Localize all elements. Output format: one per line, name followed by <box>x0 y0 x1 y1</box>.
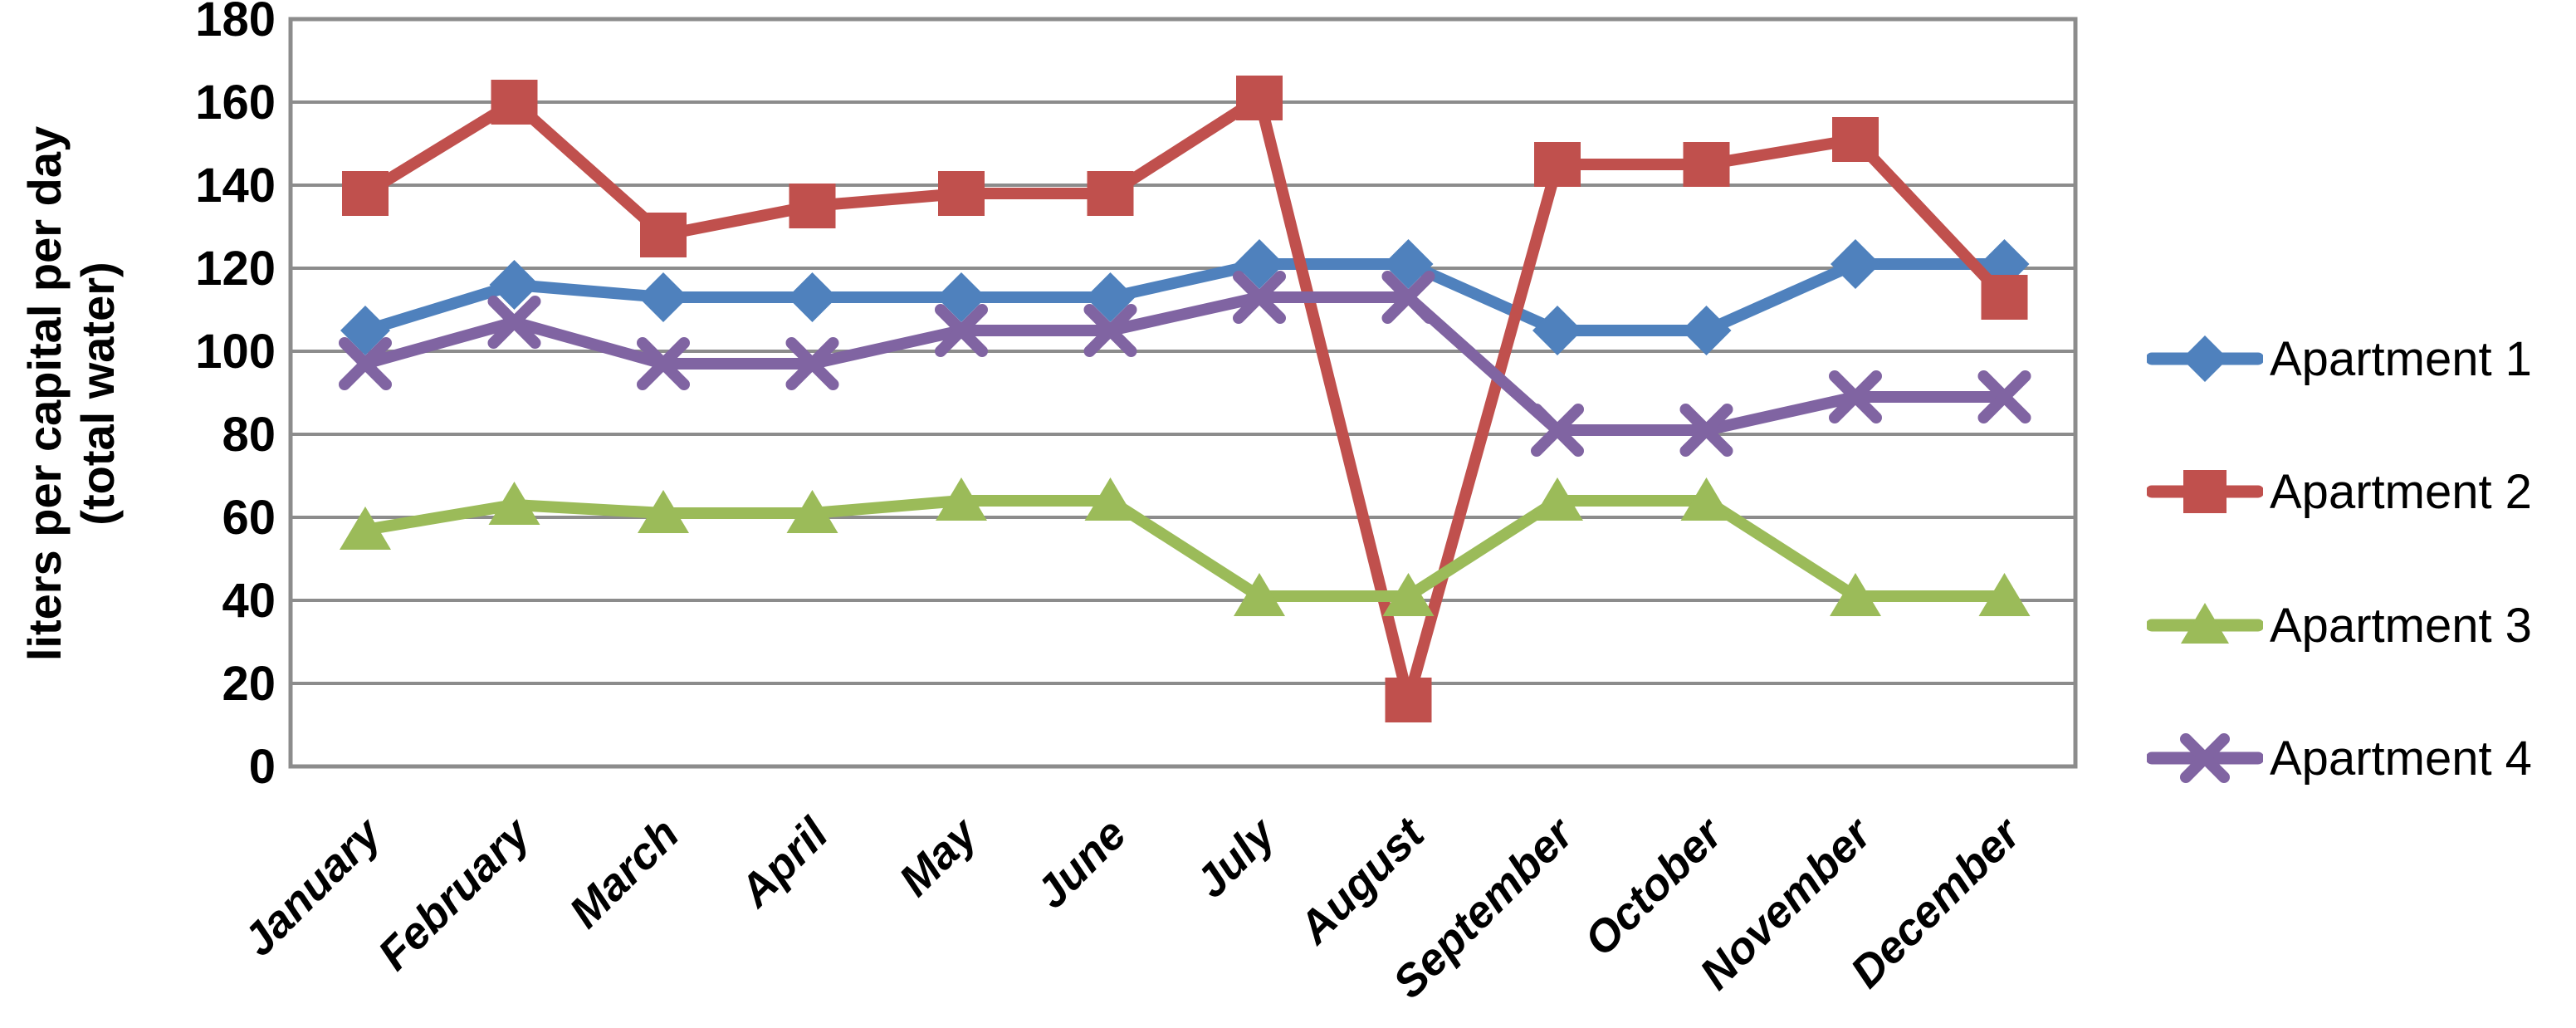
x-tick-label: August <box>1288 808 1435 955</box>
data-point-marker-diamond <box>787 272 838 322</box>
series-line-apartment-2 <box>359 92 2011 706</box>
data-point-marker-square <box>640 213 687 257</box>
legend-marker-shape <box>2181 603 2229 644</box>
legend-label: Apartment 2 <box>2270 464 2532 519</box>
plot-border <box>288 17 2078 769</box>
y-axis-title-line2: (total water) <box>71 262 124 526</box>
legend-label: Apartment 1 <box>2270 331 2532 386</box>
data-point-marker-diamond <box>489 260 540 310</box>
x-tick-label: January <box>234 807 393 966</box>
data-point-marker-triangle <box>1680 477 1733 521</box>
y-tick-label: 0 <box>249 740 276 794</box>
data-point-marker-triangle <box>638 490 689 533</box>
legend-marker-square-icon <box>2147 470 2263 513</box>
x-tick-label: February <box>369 807 541 980</box>
legend-marker-x-icon <box>2147 733 2263 783</box>
x-tick-label: April <box>729 808 838 918</box>
data-point-marker-x <box>339 337 392 390</box>
data-point-marker-triangle <box>1234 573 1285 616</box>
legend-marker-triangle-icon <box>2147 603 2263 644</box>
legend-marker-shape <box>2180 733 2230 783</box>
data-point-marker-triangle <box>1830 573 1881 616</box>
x-tick-label: July <box>1186 807 1287 908</box>
data-point-marker-x <box>935 304 988 357</box>
data-point-marker-square <box>1534 142 1581 187</box>
data-point-marker-x <box>1679 404 1733 457</box>
series-line-apartment-1 <box>359 258 2011 336</box>
data-point-marker-diamond <box>936 272 986 322</box>
data-point-marker-triangle <box>1532 477 1583 521</box>
data-point-marker-diamond <box>1234 239 1284 289</box>
x-tick-label: October <box>1575 807 1733 966</box>
data-point-marker-x <box>1977 370 2031 423</box>
data-point-marker-square <box>789 184 836 228</box>
y-tick-label: 40 <box>222 574 276 628</box>
legend-marker-shape <box>2182 335 2228 382</box>
series-line-apartment-3 <box>359 495 2011 602</box>
y-tick-label: 160 <box>195 76 276 130</box>
y-axis-title-line1: liters per capital per day <box>18 125 71 662</box>
data-point-marker-square <box>1087 171 1134 216</box>
data-point-marker-square <box>1385 678 1432 722</box>
data-point-marker-diamond <box>1383 239 1434 289</box>
data-point-marker-x <box>1829 370 1882 423</box>
data-point-marker-diamond <box>1085 272 1136 322</box>
data-point-marker-square <box>1236 76 1283 120</box>
x-tick-label: June <box>1026 809 1136 918</box>
data-point-marker-triangle <box>1382 573 1435 616</box>
y-tick-label: 100 <box>195 325 276 379</box>
data-point-marker-square <box>491 80 538 125</box>
data-point-marker-square <box>1832 117 1879 162</box>
data-point-marker-x <box>1381 271 1435 324</box>
legend-item-apartment-4: Apartment 4 <box>2147 728 2532 788</box>
y-tick-label: 180 <box>195 0 276 47</box>
data-point-marker-square <box>1683 142 1730 187</box>
data-point-marker-triangle <box>488 482 540 525</box>
data-point-marker-square <box>342 171 389 216</box>
data-point-marker-x <box>785 337 839 390</box>
data-point-marker-x <box>1233 271 1286 324</box>
y-tick-label: 140 <box>195 159 276 213</box>
x-tick-label: May <box>890 807 989 906</box>
data-point-marker-diamond <box>1681 306 1732 355</box>
x-tick-label: March <box>560 809 689 937</box>
data-point-marker-diamond <box>340 306 390 355</box>
legend-item-apartment-2: Apartment 2 <box>2147 462 2532 521</box>
legend-marker-diamond-icon <box>2147 335 2263 382</box>
data-point-marker-diamond <box>1532 306 1582 355</box>
legend-item-apartment-3: Apartment 3 <box>2147 595 2532 655</box>
data-point-marker-triangle <box>936 477 987 521</box>
data-point-marker-triangle <box>340 507 391 550</box>
data-point-marker-diamond <box>638 272 688 322</box>
legend: Apartment 1 Apartment 2 Apartment 3 Apartme… <box>2147 0 2574 1028</box>
data-point-marker-square <box>1981 275 2028 320</box>
series-line-apartment-4 <box>359 291 2011 436</box>
legend-label: Apartment 4 <box>2270 731 2532 786</box>
y-tick-label: 60 <box>222 491 276 545</box>
legend-item-apartment-1: Apartment 1 <box>2147 329 2532 389</box>
legend-label: Apartment 3 <box>2270 598 2532 653</box>
data-point-marker-triangle <box>786 490 838 533</box>
y-tick-label: 80 <box>222 408 276 462</box>
data-point-marker-triangle <box>1978 573 2031 616</box>
data-point-marker-x <box>637 337 690 390</box>
data-point-marker-diamond <box>1831 239 1880 289</box>
legend-marker-shape <box>2183 470 2227 513</box>
data-point-marker-square <box>938 171 985 216</box>
data-point-marker-triangle <box>1084 477 1136 521</box>
y-tick-label: 20 <box>222 657 276 711</box>
y-tick-label: 120 <box>195 242 276 296</box>
data-point-marker-x <box>1083 304 1137 357</box>
y-axis-title: liters per capital per day (total water) <box>18 20 128 767</box>
data-point-marker-x <box>487 296 541 349</box>
data-point-marker-x <box>1531 404 1584 457</box>
